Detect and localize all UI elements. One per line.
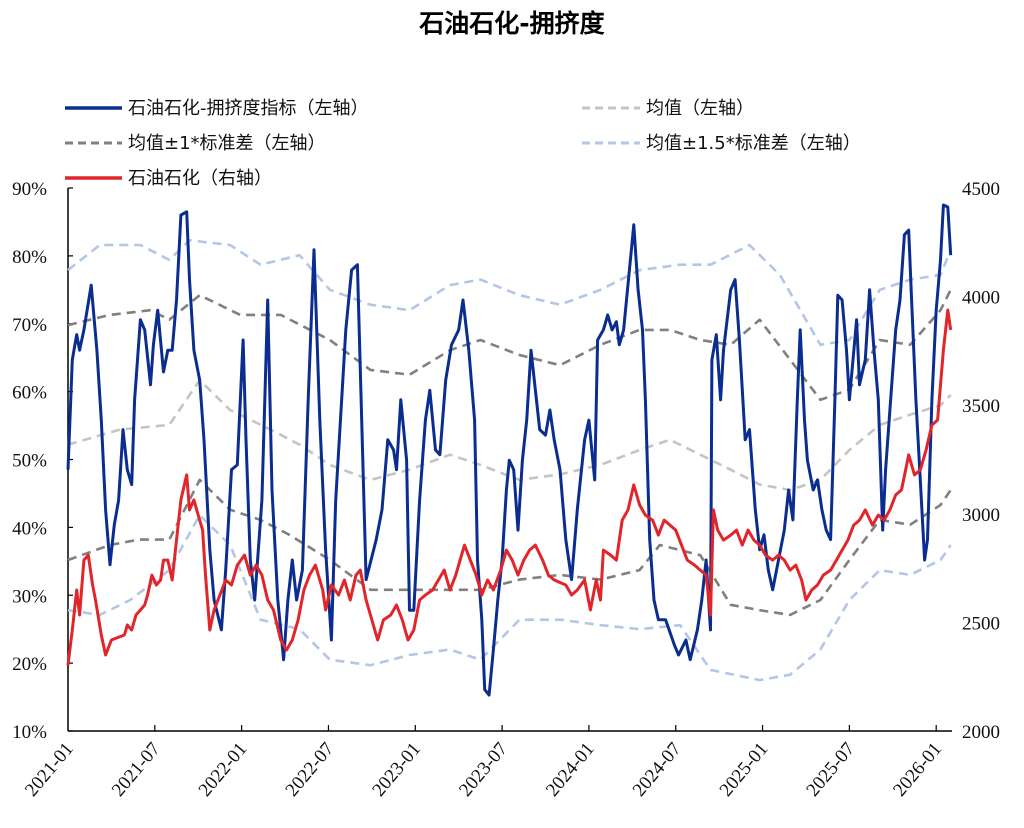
series-mean-plus-1sd xyxy=(67,289,952,402)
y-right-tick-label: 4500 xyxy=(962,179,1000,200)
x-tick-label: 2022-07 xyxy=(281,739,338,801)
legend-label-mean: 均值（左轴） xyxy=(646,98,754,119)
y-left-tick-label: 40% xyxy=(12,518,47,539)
y-right-tick-label: 4000 xyxy=(962,288,1000,309)
x-tick-label: 2022-01 xyxy=(195,739,252,801)
y-right-tick-label: 3000 xyxy=(962,505,1000,526)
series-petrochem-price xyxy=(66,308,953,666)
x-tick-label: 2024-01 xyxy=(542,739,599,801)
legend: 石油石化-拥挤度指标（左轴） 均值（左轴） 均值±1*标准差（左轴） 均值±1.… xyxy=(65,98,861,189)
series-mean-minus-1sd xyxy=(67,478,952,617)
x-tick-label: 2021-01 xyxy=(21,739,78,801)
y-left-tick-label: 90% xyxy=(12,179,47,200)
legend-label-price: 石油石化（右轴） xyxy=(128,168,272,189)
series-lines xyxy=(66,203,953,697)
legend-label-1sd: 均值±1*标准差（左轴） xyxy=(128,133,326,154)
y-left-tick-label: 60% xyxy=(12,383,47,404)
legend-label-crowding: 石油石化-拥挤度指标（左轴） xyxy=(128,98,369,119)
x-tick-label: 2026-01 xyxy=(889,739,946,801)
series-mean-plus-1-5sd xyxy=(67,239,952,347)
y-right-tick-label: 2000 xyxy=(962,722,1000,743)
x-tick-label: 2025-07 xyxy=(802,739,859,801)
y-left-tick-label: 10% xyxy=(12,722,47,743)
y-left-tick-label: 70% xyxy=(12,315,47,336)
x-tick-label: 2025-01 xyxy=(716,739,773,801)
legend-label-1-5sd: 均值±1.5*标准差（左轴） xyxy=(646,133,861,154)
series-crowding-index xyxy=(66,203,953,697)
x-tick-label: 2023-01 xyxy=(368,739,425,801)
y-left-tick-label: 50% xyxy=(12,451,47,472)
y-left-tick-label: 80% xyxy=(12,247,47,268)
y-right-tick-label: 2500 xyxy=(962,613,1000,634)
x-tick-label: 2024-07 xyxy=(629,739,686,801)
y-right-tick-label: 3500 xyxy=(962,396,1000,417)
chart-title: 石油石化-拥挤度 xyxy=(418,9,604,38)
y-left-tick-label: 20% xyxy=(12,654,47,675)
x-tick-label: 2023-07 xyxy=(455,739,512,801)
series-mean-minus-1-5sd xyxy=(67,513,952,682)
x-tick-label: 2021-07 xyxy=(108,739,165,801)
y-left-tick-label: 30% xyxy=(12,586,47,607)
